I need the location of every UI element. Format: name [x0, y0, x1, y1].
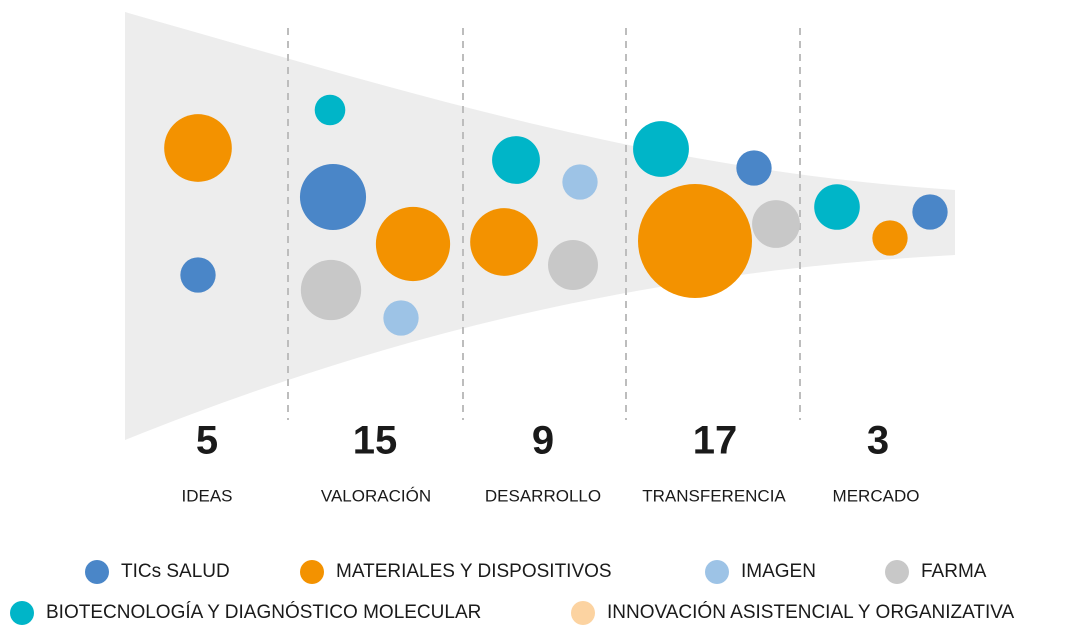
bubble — [383, 300, 419, 336]
bubble — [375, 206, 451, 282]
bubble — [299, 163, 367, 231]
stage-total: 5 — [196, 419, 218, 463]
bubble — [314, 94, 346, 126]
bubble — [300, 259, 362, 321]
legend-label: INNOVACIÓN ASISTENCIAL Y ORGANIZATIVA — [607, 601, 1015, 623]
bubble — [752, 200, 800, 248]
legend-swatch — [571, 601, 595, 625]
legend-label: FARMA — [921, 561, 987, 582]
bubble — [637, 183, 753, 299]
bubble — [562, 164, 598, 200]
bubble — [492, 136, 540, 184]
legend-swatch — [10, 601, 34, 625]
legend-swatch — [85, 560, 109, 584]
bubble — [470, 208, 538, 276]
stage-total: 9 — [532, 419, 554, 463]
legend-label: TICs SALUD — [121, 561, 230, 582]
stage-label: IDEAS — [181, 486, 232, 505]
stage-dividers — [287, 28, 801, 420]
bubble — [736, 150, 772, 186]
bubble — [633, 121, 689, 177]
legend-label: BIOTECNOLOGÍA Y DIAGNÓSTICO MOLECULAR — [46, 601, 481, 623]
stage-label: TRANSFERENCIA — [642, 486, 786, 505]
bubble — [548, 240, 598, 290]
bubble — [912, 194, 948, 230]
legend-swatch — [705, 560, 729, 584]
bubble — [180, 257, 216, 293]
bubble — [814, 184, 860, 230]
bubble — [872, 220, 908, 256]
stage-label: VALORACIÓN — [321, 486, 431, 505]
stage-total: 15 — [353, 419, 398, 463]
legend-swatch — [885, 560, 909, 584]
legend-label: MATERIALES Y DISPOSITIVOS — [336, 561, 612, 582]
stage-label: DESARROLLO — [485, 486, 601, 505]
bubble — [164, 114, 232, 182]
stage-label: MERCADO — [833, 486, 920, 505]
stage-total: 17 — [693, 419, 738, 463]
legend-swatch — [300, 560, 324, 584]
stage-total: 3 — [867, 419, 889, 463]
legend-label: IMAGEN — [741, 561, 816, 582]
